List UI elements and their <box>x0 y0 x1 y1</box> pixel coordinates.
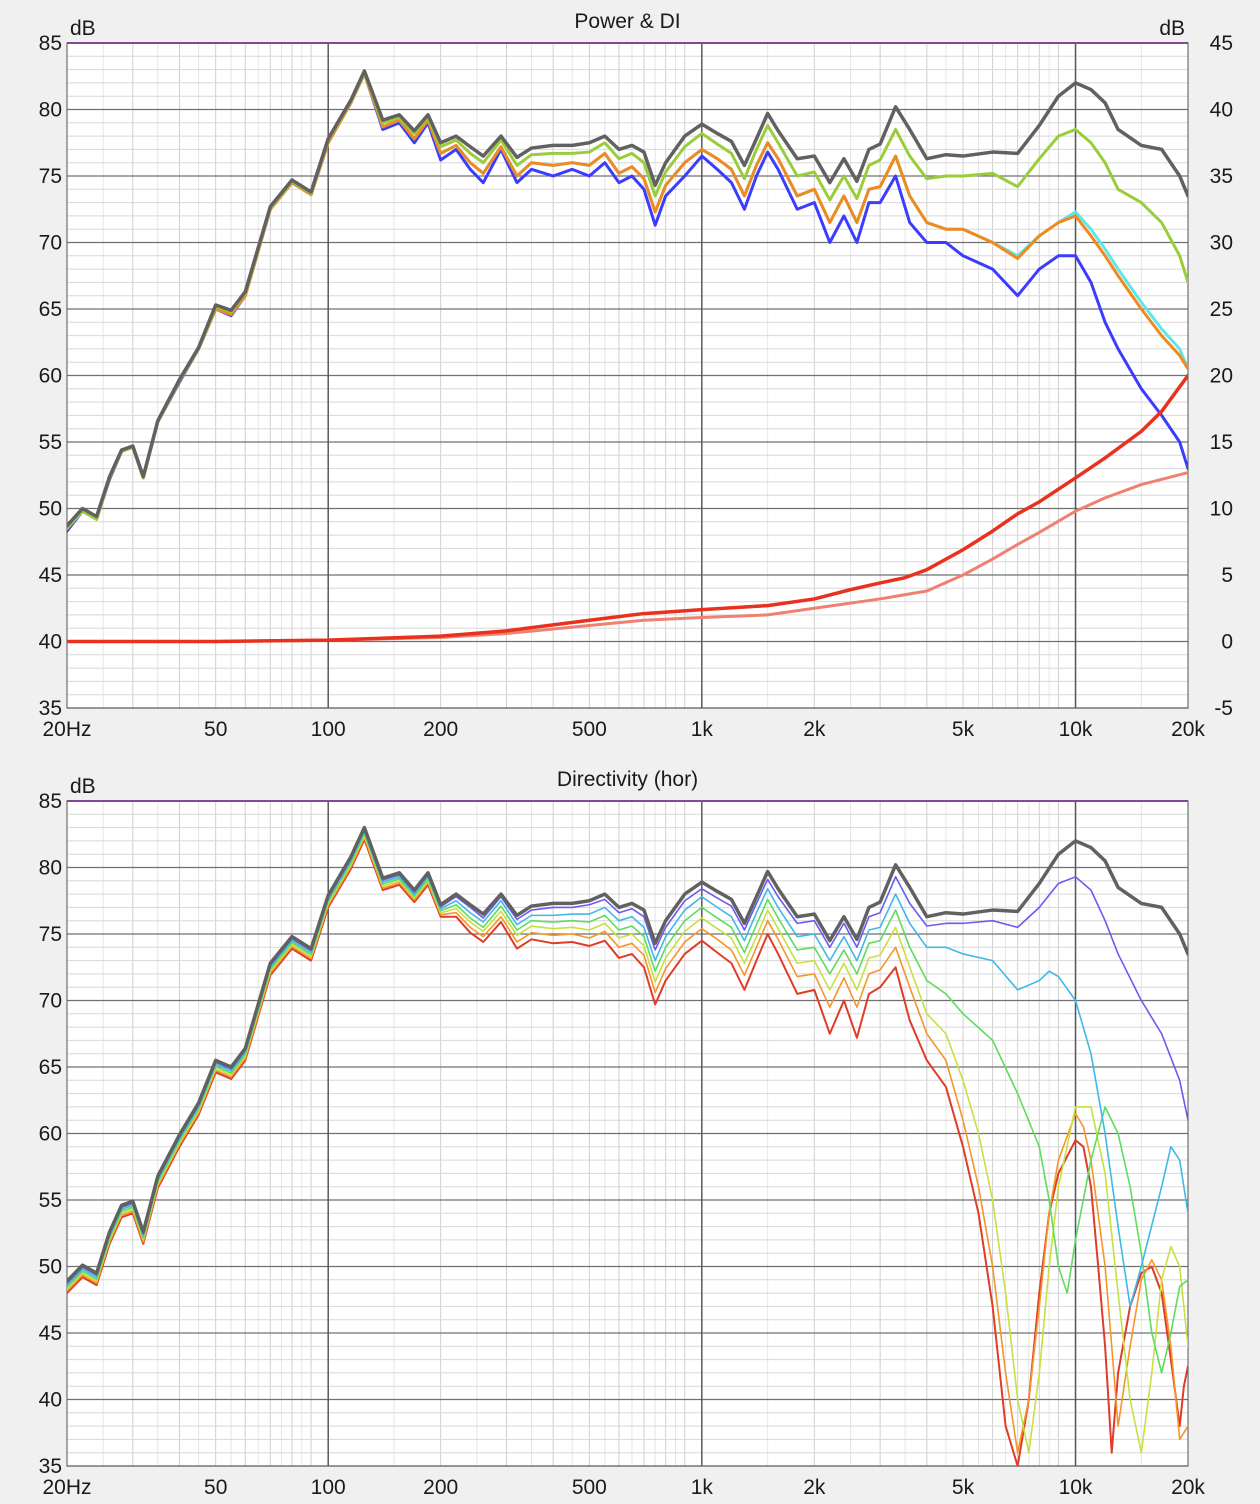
y-tick-label: 75 <box>39 923 62 946</box>
series-line <box>67 825 1188 1283</box>
y-tick-label: 40 <box>39 631 62 654</box>
chart-title: Power & DI <box>574 10 680 33</box>
directivity-chart-panel: 35 40 45 50 55 60 65 70 75 80 85 20Hz 50 100 200 500 1k 2… <box>0 758 1260 1504</box>
x-tick-label: 10k <box>1059 718 1093 741</box>
y-right-tick-label: 35 <box>1210 165 1233 188</box>
x-tick-label: 100 <box>311 1476 346 1499</box>
y-tick-label: 35 <box>39 1455 62 1478</box>
y-tick-label: 45 <box>39 1322 62 1345</box>
series-line <box>67 72 1188 530</box>
y-right-tick-label: 10 <box>1210 498 1233 521</box>
y-tick-label: 50 <box>39 1256 62 1279</box>
y-tick-label: 70 <box>39 232 62 255</box>
x-tick-label: 500 <box>572 718 607 741</box>
x-tick-label: 20Hz <box>42 1476 91 1499</box>
x-tick-label: 5k <box>952 718 975 741</box>
series-line <box>67 838 1188 1466</box>
series-line <box>67 69 1188 528</box>
power-di-chart-panel: 35 40 45 50 55 60 65 70 75 80 85 -5 0 5 10 15 20 25 30 35 40… <box>0 0 1260 746</box>
y-right-tick-label: -5 <box>1214 697 1233 720</box>
tick-labels: 35 40 45 50 55 60 65 70 75 80 85 -5 0 5 10 15 20 25 30 35 40… <box>39 32 1233 741</box>
y-axis-unit-left: dB <box>70 17 96 40</box>
x-tick-label: 100 <box>311 718 346 741</box>
y-tick-label: 40 <box>39 1389 62 1412</box>
y-tick-label: 70 <box>39 990 62 1013</box>
series-line <box>67 836 1188 1454</box>
y-tick-label: 60 <box>39 1123 62 1146</box>
x-tick-label: 20k <box>1171 718 1205 741</box>
y-right-tick-label: 40 <box>1210 99 1233 122</box>
series-line <box>67 373 1188 644</box>
series-group <box>67 69 1188 644</box>
directivity-chart: 35 40 45 50 55 60 65 70 75 80 85 20Hz 50 100 200 500 1k 2… <box>39 768 1206 1499</box>
y-tick-label: 80 <box>39 857 62 880</box>
y-tick-label: 65 <box>39 1056 62 1079</box>
y-tick-label: 50 <box>39 498 62 521</box>
y-tick-label: 45 <box>39 564 62 587</box>
y-tick-label: 80 <box>39 99 62 122</box>
plot-frame <box>66 800 1189 1467</box>
y-right-tick-label: 20 <box>1210 365 1233 388</box>
x-tick-label: 20k <box>1171 1476 1205 1499</box>
x-tick-label: 200 <box>423 1476 458 1499</box>
x-tick-label: 1k <box>691 718 714 741</box>
x-tick-label: 200 <box>423 718 458 741</box>
y-right-tick-label: 5 <box>1221 564 1233 587</box>
y-right-tick-label: 15 <box>1210 431 1233 454</box>
y-right-tick-label: 0 <box>1221 631 1233 654</box>
chart-title: Directivity (hor) <box>557 768 698 791</box>
x-tick-label: 5k <box>952 1476 975 1499</box>
y-tick-label: 35 <box>39 697 62 720</box>
y-axis-unit-right: dB <box>1159 17 1185 40</box>
y-tick-label: 75 <box>39 165 62 188</box>
power-di-chart: 35 40 45 50 55 60 65 70 75 80 85 -5 0 5 10 15 20 25 30 35 40… <box>39 10 1233 741</box>
x-tick-label: 50 <box>204 718 227 741</box>
x-tick-label: 2k <box>803 718 826 741</box>
y-right-tick-label: 30 <box>1210 232 1233 255</box>
y-tick-label: 60 <box>39 365 62 388</box>
tick-labels: 35 40 45 50 55 60 65 70 75 80 85 20Hz 50 100 200 500 1k 2… <box>39 790 1206 1499</box>
y-axis-unit-left: dB <box>70 775 96 798</box>
y-right-tick-label: 25 <box>1210 298 1233 321</box>
x-tick-label: 20Hz <box>42 718 91 741</box>
x-tick-label: 2k <box>803 1476 826 1499</box>
y-right-tick-label: 45 <box>1210 32 1233 55</box>
x-tick-label: 500 <box>572 1476 607 1499</box>
y-tick-label: 55 <box>39 431 62 454</box>
y-tick-label: 85 <box>39 790 62 813</box>
y-tick-label: 55 <box>39 1189 62 1212</box>
series-group <box>67 825 1188 1466</box>
x-tick-label: 10k <box>1059 1476 1093 1499</box>
y-tick-label: 85 <box>39 32 62 55</box>
y-tick-label: 65 <box>39 298 62 321</box>
x-tick-label: 1k <box>691 1476 714 1499</box>
x-tick-label: 50 <box>204 1476 227 1499</box>
